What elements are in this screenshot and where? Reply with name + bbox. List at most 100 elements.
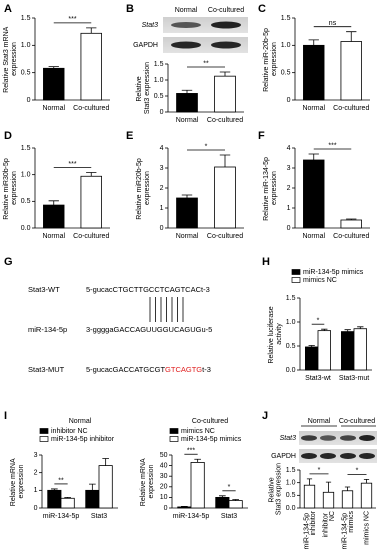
- text-line: expression: [271, 171, 278, 205]
- y-axis-label: Relative miR-134-5p expression: [263, 155, 278, 221]
- significance-label: ***: [187, 448, 195, 455]
- y-tick-label: 40: [160, 462, 168, 469]
- blot-group-label: Normal: [308, 418, 331, 425]
- legend-swatch: [291, 269, 301, 275]
- legend-label: mimics NC: [181, 428, 215, 435]
- y-tick-label: 1: [34, 487, 38, 494]
- bar: [85, 489, 100, 509]
- blot-row-label: GAPDH: [271, 453, 296, 460]
- significance-label: ***: [328, 142, 336, 149]
- bar: [214, 166, 236, 229]
- y-tick-label: 0.5: [21, 198, 31, 205]
- bar: [60, 497, 75, 509]
- panel-letter: A: [4, 3, 12, 15]
- legend-swatch: [39, 428, 49, 434]
- x-tick-label: Stat3-wt: [305, 375, 331, 382]
- blot-strip: [163, 17, 248, 33]
- text-line: Relative mRNA: [140, 457, 147, 506]
- x-tick-label: miR-134-5p inhibitor: [303, 510, 317, 549]
- error-bar: [346, 218, 357, 220]
- error-bar: [344, 329, 351, 332]
- error-bar: [321, 328, 328, 331]
- blot-band: [359, 435, 375, 441]
- y-tick-label: 4: [160, 145, 164, 152]
- bar: [43, 67, 65, 101]
- bar: [322, 491, 335, 509]
- blot-band: [171, 22, 201, 28]
- error-bar: [181, 89, 193, 94]
- y-tick-label: 1: [160, 205, 164, 212]
- text-line: NC: [329, 511, 336, 521]
- sequence: 5-gucacCTGCTTGCCTCAGTCACt-3: [86, 285, 210, 294]
- bar: [317, 330, 332, 371]
- panel-letter: J: [262, 410, 268, 422]
- blot-band: [171, 41, 201, 49]
- x-tick-label: Co-cultured: [207, 117, 243, 124]
- text-line: Relative: [136, 74, 143, 101]
- significance-label: *: [205, 143, 208, 150]
- blot-lane-label: Co-cultured: [208, 7, 244, 14]
- blot-strip: [299, 431, 377, 445]
- text-line: inhibitor: [310, 510, 317, 535]
- bar: [303, 484, 316, 509]
- x-tick-label: Normal: [176, 233, 199, 240]
- bar: [360, 482, 373, 509]
- blot-row-label: GAPDH: [133, 42, 158, 49]
- panel-letter: B: [126, 3, 134, 15]
- error-bar: [102, 458, 109, 466]
- text-line: Relative mRNA: [10, 457, 17, 506]
- text-line: Relative miR20b-5p: [136, 156, 143, 219]
- blot-band: [359, 453, 375, 459]
- text-line: expression: [11, 171, 18, 205]
- text-line: Relative miR-20b-5p: [263, 26, 270, 92]
- bar: [190, 462, 205, 509]
- significance-label: *: [317, 318, 320, 325]
- blot-row-label: Stat3: [142, 22, 158, 29]
- bar: [341, 490, 354, 509]
- y-tick-label: 1.0: [21, 172, 31, 179]
- y-tick-label: 0.0: [286, 367, 296, 374]
- bar: [340, 41, 362, 101]
- sequence-label: Stat3-MUT: [28, 365, 65, 374]
- text-line: expression: [144, 171, 151, 205]
- y-tick-label: 0: [287, 97, 291, 104]
- bar: [303, 159, 325, 229]
- error-bar: [86, 172, 97, 177]
- bar: [353, 328, 368, 371]
- text-line: expression: [148, 464, 155, 498]
- blot-band: [211, 21, 241, 29]
- y-tick-label: 0.0: [286, 505, 296, 512]
- panel-letter: D: [4, 130, 12, 142]
- y-tick-label: 1.5: [21, 15, 31, 22]
- bar: [176, 197, 198, 229]
- sequence-part: 5-gucacGACCATGCGT: [86, 365, 165, 374]
- text-line: mimics: [348, 511, 355, 533]
- y-tick-label: 0.5: [154, 93, 164, 100]
- y-tick-label: 0: [27, 97, 31, 104]
- y-tick-label: 0.5: [286, 343, 296, 350]
- bar: [80, 32, 102, 101]
- text-line: expression: [11, 42, 18, 76]
- text-line: expression: [271, 42, 278, 76]
- legend-swatch: [39, 436, 49, 442]
- x-tick-label: Normal: [176, 117, 199, 124]
- bar: [340, 219, 362, 229]
- blot-group-label: Co-cultured: [339, 418, 375, 425]
- error-bar: [363, 478, 370, 484]
- panel-letter: I: [4, 410, 7, 422]
- y-tick-label: 1.0: [286, 480, 296, 487]
- legend-label: miR-134-5p inhibitor: [51, 436, 115, 443]
- bar: [304, 346, 319, 371]
- significance-label: ns: [329, 20, 337, 27]
- chart-title: Co-cultured: [192, 418, 228, 425]
- y-tick-label: 1.0: [21, 42, 31, 49]
- sequence-label: Stat3-WT: [28, 285, 60, 294]
- blot-band: [301, 435, 317, 441]
- error-bar: [181, 506, 188, 507]
- error-bar: [194, 458, 201, 463]
- error-bar: [48, 66, 59, 69]
- significance-label: **: [203, 60, 209, 67]
- y-axis-label: Relative mRNA expression: [10, 457, 25, 506]
- bar: [340, 331, 355, 371]
- error-bar: [51, 488, 58, 491]
